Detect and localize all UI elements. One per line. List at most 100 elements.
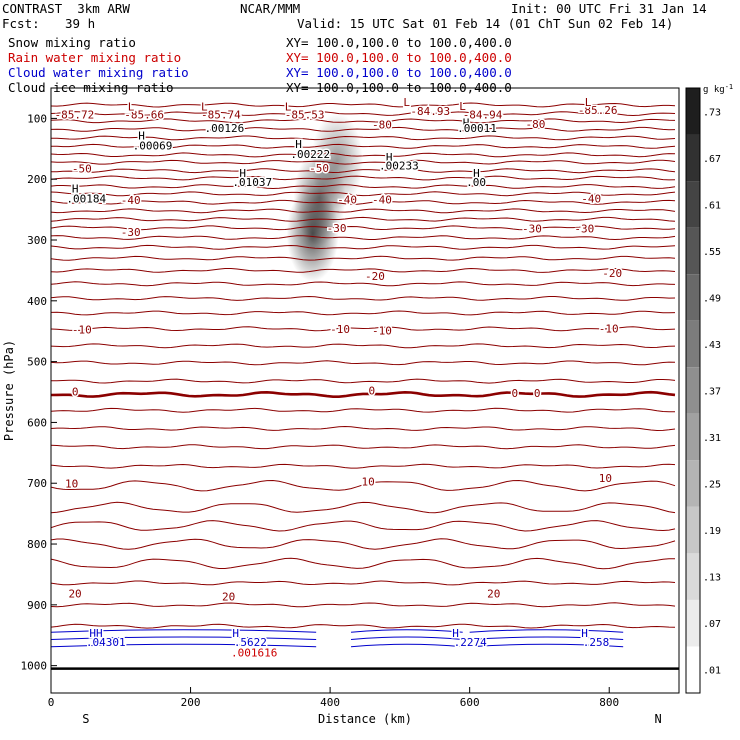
temperature-label: 0 <box>534 387 541 400</box>
temperature-label: -40 <box>337 194 357 207</box>
y-tick-label: 100 <box>27 112 47 125</box>
y-tick-label: 700 <box>27 477 47 490</box>
temperature-contour <box>51 244 676 250</box>
low-marker: L <box>285 100 292 113</box>
init-time: Init: 00 UTC Fri 31 Jan 14 <box>511 1 707 16</box>
temperature-label: -30 <box>522 223 542 236</box>
cloud-water-contour <box>469 643 624 648</box>
y-tick-label: 800 <box>27 538 47 551</box>
temperature-contour <box>51 538 676 550</box>
south-label: S <box>82 712 89 726</box>
field-2-name: Rain water mixing ratio <box>8 50 182 65</box>
temperature-contour <box>51 255 676 261</box>
temperature-contour <box>51 267 676 273</box>
temperature-contour <box>51 479 676 492</box>
temperature-label: -30 <box>327 222 347 235</box>
colorbar-tick-label: .13 <box>703 573 721 584</box>
temperature-contour <box>51 425 676 432</box>
temperature-contour <box>51 111 676 117</box>
colorbar-tick-label: .49 <box>703 293 721 304</box>
colorbar-swatch <box>686 367 700 414</box>
temperature-contour <box>51 118 676 124</box>
colorbar-tick-label: .67 <box>703 154 721 165</box>
forecast-label: Fcst: <box>2 16 40 31</box>
cloud-water-label: H <box>232 627 239 640</box>
colorbar-swatch <box>686 181 700 228</box>
colorbar-tick-label: .25 <box>703 480 721 491</box>
low-marker: L <box>585 96 592 109</box>
cloud-water-label: H <box>452 627 459 640</box>
high-marker: H <box>473 167 480 180</box>
colorbar-swatch <box>686 274 700 321</box>
high-marker: H <box>295 138 302 151</box>
y-tick-label: 400 <box>27 295 47 308</box>
cloud-ice-value: .00222 <box>290 148 330 161</box>
temperature-contour <box>51 444 676 450</box>
temperature-label: -10 <box>72 324 92 337</box>
temperature-contour <box>51 557 675 570</box>
temperature-contour <box>51 407 676 413</box>
cloud-ice-value: .00 <box>466 176 486 189</box>
colorbar-tick-label: .37 <box>703 387 721 398</box>
temperature-label: 0 <box>72 386 79 399</box>
temperature-label: -40 <box>581 192 601 205</box>
temperature-contour <box>51 501 676 514</box>
low-marker: L <box>403 96 410 109</box>
low-value-label: -85.53 <box>285 108 325 121</box>
high-marker: H <box>463 116 470 129</box>
x-tick-label: 0 <box>48 696 55 709</box>
x-tick-label: 400 <box>320 696 340 709</box>
y-tick-label: 1000 <box>21 660 48 673</box>
colorbar-swatch <box>686 506 700 554</box>
temperature-label: 10 <box>599 472 612 485</box>
y-tick-label: 600 <box>27 416 47 429</box>
temperature-label: 20 <box>222 591 235 604</box>
high-marker: H <box>138 130 145 143</box>
temperature-label: 0 <box>512 387 519 400</box>
field-2-section: XY= 100.0,100.0 to 100.0,400.0 <box>286 50 512 65</box>
temperature-contour <box>51 216 676 222</box>
field-1-section: XY= 100.0,100.0 to 100.0,400.0 <box>286 35 512 50</box>
colorbar-tick-label: .31 <box>703 433 721 444</box>
temperature-contour <box>51 159 676 165</box>
temperature-label: -80 <box>525 118 545 131</box>
temperature-label: -10 <box>372 324 392 337</box>
forecast-hours: 39 h <box>65 16 96 31</box>
colorbar-tick-label: .01 <box>703 666 721 677</box>
low-value-label: -85.72 <box>54 108 94 121</box>
temperature-contour <box>51 143 676 149</box>
field-1-name: Snow mixing ratio <box>8 35 136 50</box>
x-axis-title: Distance (km) <box>318 712 412 726</box>
temperature-label: -80 <box>372 119 392 132</box>
colorbar-tick-label: .55 <box>703 247 721 258</box>
cloud-water-contour <box>350 643 463 648</box>
temperature-contour <box>51 175 676 181</box>
cloud-water-contour <box>469 629 624 633</box>
cloud-ice-value: .00011 <box>457 122 497 135</box>
cloud-water-contour <box>51 636 317 640</box>
low-marker: L <box>201 100 208 113</box>
colorbar-tick-label: .19 <box>703 526 721 537</box>
high-marker: H <box>239 167 246 180</box>
cloud-water-contour <box>51 629 317 633</box>
colorbar-swatch <box>686 134 700 182</box>
colorbar-swatch <box>686 553 700 600</box>
temperature-contour <box>51 343 676 349</box>
temperature-contour <box>51 199 676 205</box>
low-value-label: -85.66 <box>124 108 164 121</box>
cloud-water-label: .2274 <box>454 636 487 649</box>
colorbar-swatch <box>686 599 700 647</box>
cloud-water-label: .5622 <box>234 636 267 649</box>
temperature-contour <box>51 310 676 316</box>
cloud-ice-value: .00069 <box>133 139 173 152</box>
cloud-ice-value: .00184 <box>66 192 106 205</box>
temperature-contour <box>51 235 676 241</box>
temperature-contour <box>51 191 676 197</box>
colorbar-swatch <box>686 88 700 135</box>
temperature-label: -40 <box>372 194 392 207</box>
low-value-label: -85.74 <box>201 108 241 121</box>
low-value-label: -84.93 <box>410 105 450 118</box>
x-tick-label: 800 <box>599 696 619 709</box>
field-3-name: Cloud water mixing ratio <box>8 65 189 80</box>
